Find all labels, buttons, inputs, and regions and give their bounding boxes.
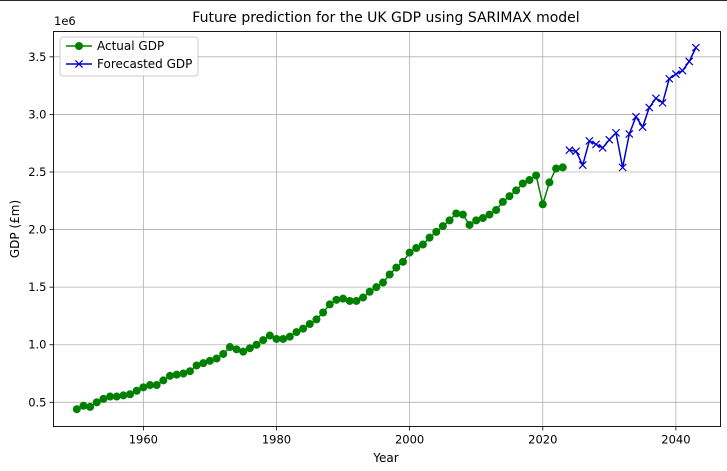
actual-gdp-point xyxy=(86,403,94,411)
forecast-gdp-point xyxy=(599,144,606,151)
axes: 1960 1980 2000 2020 2040 0.5 1.0 1.5 2.0 2.5 3.0 3.… xyxy=(28,50,690,447)
actual-gdp-point xyxy=(512,186,520,194)
actual-gdp-point xyxy=(386,270,394,278)
actual-gdp-point xyxy=(153,381,161,389)
actual-gdp-point xyxy=(299,325,307,333)
actual-gdp-point xyxy=(559,163,567,171)
actual-gdp-point xyxy=(312,315,320,323)
x-axis-label: Year xyxy=(372,451,398,465)
actual-gdp-point xyxy=(545,178,553,186)
actual-gdp-point xyxy=(366,288,374,296)
y-tick-label: 1.5 xyxy=(28,280,46,294)
legend-label-actual: Actual GDP xyxy=(97,39,164,53)
forecast-gdp-point xyxy=(606,136,613,143)
chart-title: Future prediction for the UK GDP using S… xyxy=(192,10,579,26)
actual-gdp-point xyxy=(399,258,407,266)
x-tick-label: 2040 xyxy=(661,433,690,447)
series xyxy=(73,44,700,413)
y-tick-label: 2.0 xyxy=(28,223,46,237)
forecast-gdp-point xyxy=(592,141,599,148)
actual-gdp-point xyxy=(439,222,447,230)
actual-gdp-point xyxy=(359,294,367,302)
y-axis-label: GDP (£m) xyxy=(8,200,22,258)
forecast-gdp-point xyxy=(686,58,693,65)
actual-gdp-point xyxy=(173,371,181,379)
plot-frame xyxy=(54,32,721,427)
actual-gdp-point xyxy=(492,206,500,214)
actual-gdp-point xyxy=(259,336,267,344)
forecast-gdp-line xyxy=(569,48,695,168)
forecast-gdp-point xyxy=(692,44,699,51)
actual-gdp-point xyxy=(392,264,400,272)
actual-gdp-point xyxy=(166,372,174,380)
actual-gdp-point xyxy=(306,320,314,328)
actual-gdp-point xyxy=(552,165,560,173)
actual-gdp-point xyxy=(432,228,440,236)
actual-gdp-point xyxy=(466,221,474,229)
forecast-gdp-point xyxy=(646,104,653,111)
actual-gdp-point xyxy=(505,192,513,200)
grid xyxy=(54,32,721,427)
y-tick-label: 1.0 xyxy=(28,338,46,352)
actual-gdp-point xyxy=(326,300,334,308)
actual-gdp-point xyxy=(499,198,507,206)
y-tick-label: 3.5 xyxy=(28,50,46,64)
actual-gdp-point xyxy=(452,209,460,217)
y-offset-label: 1e6 xyxy=(54,14,76,28)
actual-gdp-point xyxy=(379,279,387,287)
x-tick-label: 2000 xyxy=(395,433,424,447)
actual-gdp-point xyxy=(525,176,533,184)
actual-gdp-point xyxy=(532,171,540,179)
actual-gdp-point xyxy=(219,350,227,358)
x-tick-label: 2020 xyxy=(528,433,557,447)
x-tick-label: 1960 xyxy=(129,433,158,447)
legend: Actual GDP Forecasted GDP xyxy=(60,37,198,76)
actual-gdp-point xyxy=(213,355,221,363)
actual-gdp-point xyxy=(372,283,380,291)
actual-gdp-point xyxy=(186,367,194,375)
forecast-gdp-point xyxy=(652,95,659,102)
actual-gdp-point xyxy=(539,200,547,208)
actual-gdp-point xyxy=(459,211,467,219)
forecast-gdp-point xyxy=(639,123,646,130)
actual-gdp-point xyxy=(419,241,427,249)
actual-gdp-point xyxy=(286,333,294,341)
x-tick-label: 1980 xyxy=(262,433,291,447)
forecast-gdp-point xyxy=(679,67,686,74)
actual-gdp-point xyxy=(486,211,494,219)
actual-gdp-point xyxy=(446,216,454,224)
y-tick-label: 0.5 xyxy=(28,395,46,409)
actual-gdp-point xyxy=(253,341,261,349)
actual-gdp-point xyxy=(406,249,414,257)
actual-gdp-point xyxy=(113,393,121,401)
actual-gdp-point xyxy=(159,376,167,384)
actual-gdp-point xyxy=(119,391,127,399)
actual-gdp-point xyxy=(319,308,327,316)
actual-gdp-point xyxy=(426,234,434,242)
actual-gdp-point xyxy=(332,296,340,304)
actual-gdp-point xyxy=(79,402,87,410)
legend-label-forecast: Forecasted GDP xyxy=(97,57,192,71)
legend-marker-actual xyxy=(75,42,83,50)
y-tick-label: 2.5 xyxy=(28,165,46,179)
actual-gdp-line xyxy=(77,167,563,409)
y-tick-label: 3.0 xyxy=(28,107,46,121)
